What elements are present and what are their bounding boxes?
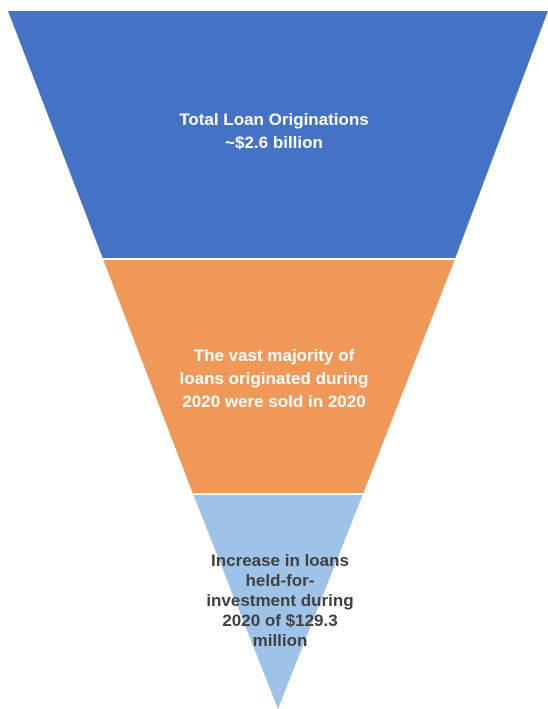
label-line: 2020 were sold in 2020 — [182, 392, 366, 411]
label-line: 2020 of $129.3 — [222, 611, 338, 630]
stage-label-loans-sold: The vast majority of loans originated du… — [144, 344, 404, 413]
label-line: Increase in loans — [211, 551, 349, 570]
stage-label-total-originations: Total Loan Originations ~$2.6 billion — [124, 108, 424, 154]
funnel-stage-bottom — [193, 494, 363, 709]
label-line: Total Loan Originations — [179, 110, 369, 129]
stage-label-held-for-investment: Increase in loans held-for- investment d… — [180, 551, 380, 651]
label-line: ~$2.6 billion — [225, 133, 323, 152]
label-line: investment during — [206, 591, 354, 610]
label-line: held-for- — [245, 571, 315, 590]
label-line: million — [252, 631, 308, 650]
funnel-stage-middle — [103, 259, 455, 494]
funnel-stage-top — [8, 11, 548, 259]
label-line: The vast majority of — [193, 346, 355, 365]
label-line: loans originated during — [179, 369, 369, 388]
